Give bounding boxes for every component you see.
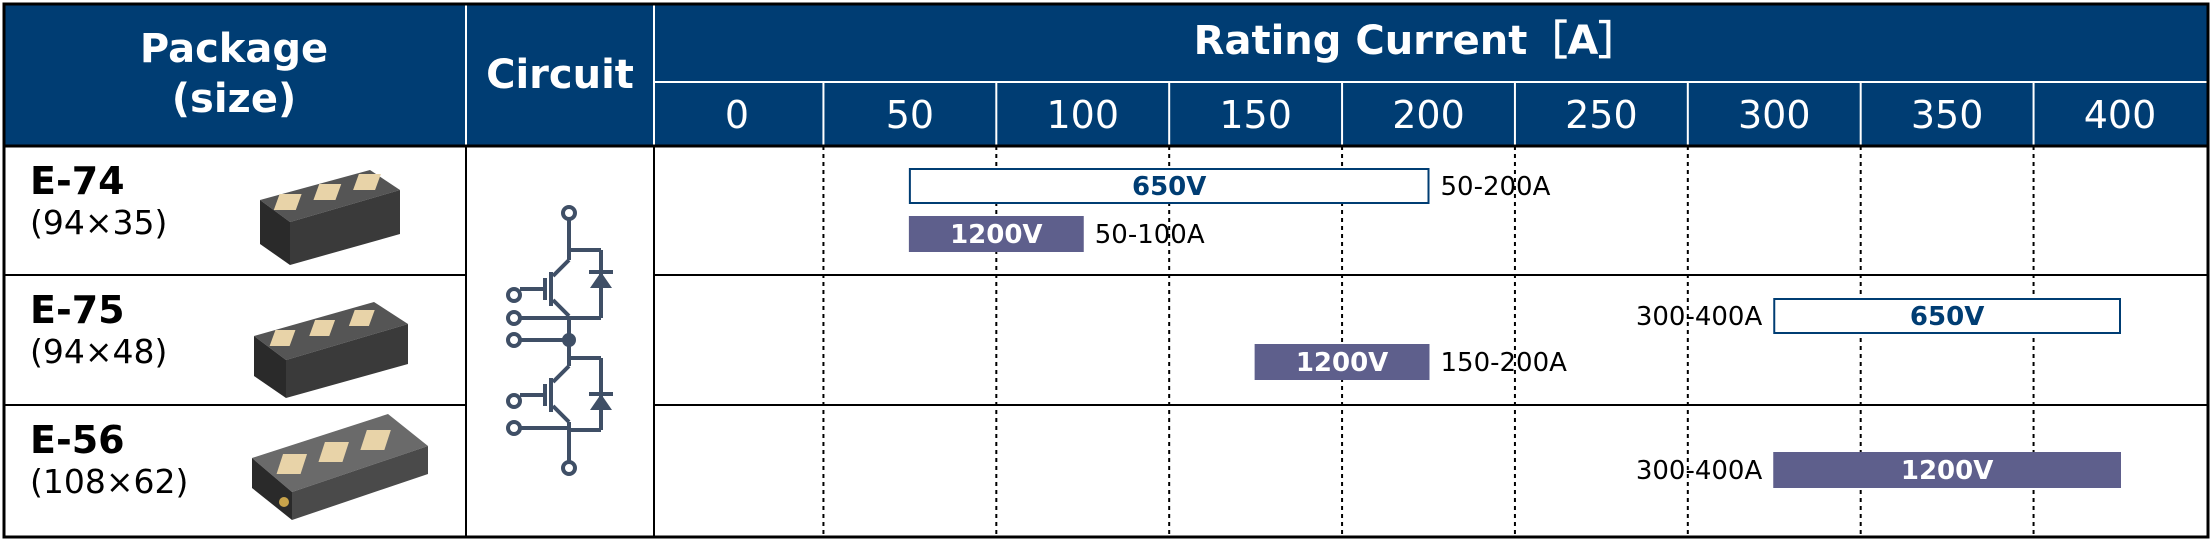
bar-voltage-label: 650V [1132, 172, 1206, 202]
module-e75-icon [254, 302, 408, 398]
tick-label-200: 200 [1392, 93, 1465, 137]
axis-title: Rating Current［A］ [1194, 18, 1639, 64]
bar-range-label: 300-400A [1636, 456, 1763, 486]
tick-label-100: 100 [1046, 93, 1119, 137]
bar-voltage-label: 1200V [1296, 348, 1389, 378]
tick-label-300: 300 [1738, 93, 1811, 137]
bar-voltage-label: 1200V [1901, 456, 1994, 486]
bar-e-75-650v [1773, 298, 2121, 334]
bar-e-56-1200v [1773, 452, 2121, 488]
tick-label-350: 350 [1911, 93, 1984, 137]
bar-e-75-1200v [1254, 344, 1430, 380]
bar-range-label: 300-400A [1636, 302, 1763, 332]
header-background [4, 4, 2208, 146]
header-package-label: Package [140, 26, 328, 72]
tick-label-150: 150 [1219, 93, 1292, 137]
package-name: E-75 [30, 288, 125, 332]
bar-range-label: 50-100A [1095, 220, 1205, 250]
tick-label-50: 50 [886, 93, 934, 137]
module-e56-icon [252, 414, 428, 520]
module-e74-icon [260, 170, 400, 265]
package-column: E-74(94×35) E-75(94×48) E-56(108×62) [30, 159, 188, 501]
package-size: (94×48) [30, 332, 167, 371]
bar-range-label: 150-200A [1441, 348, 1568, 378]
tick-label-400: 400 [2084, 93, 2157, 137]
bar-e-74-1200v [908, 216, 1084, 252]
bar-voltage-label: 650V [1910, 302, 1984, 332]
package-size: (108×62) [30, 462, 188, 501]
header-circuit-label: Circuit [486, 52, 634, 98]
tick-label-0: 0 [725, 93, 749, 137]
package-size: (94×35) [30, 203, 167, 242]
bar-e-74-650v [908, 168, 1430, 204]
grid-lines [822, 146, 2035, 537]
package-name: E-56 [30, 418, 125, 462]
bar-range-label: 50-200A [1441, 172, 1551, 202]
bar-voltage-label: 1200V [950, 220, 1043, 250]
bars: 650V 50-200A 1200V 50-100A 650V 300-400A 1200V… [908, 168, 2121, 488]
header-package-sub: (size) [172, 76, 297, 122]
half-bridge-igbt-icon [506, 205, 613, 476]
package-name: E-74 [30, 159, 125, 203]
tick-labels: 0 50 100 150 200 250 300 350 400 [725, 82, 2156, 146]
tick-label-250: 250 [1565, 93, 1638, 137]
